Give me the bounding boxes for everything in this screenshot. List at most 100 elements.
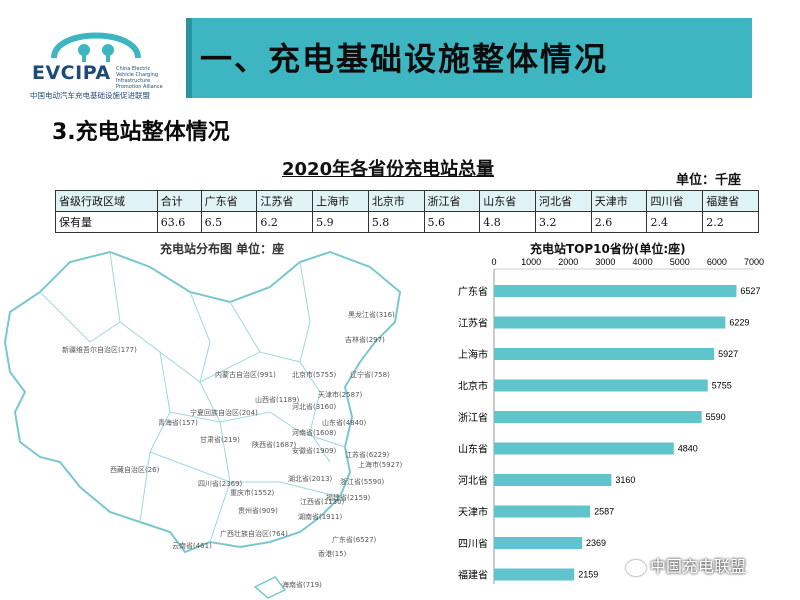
- table-cell: 保有量: [55, 211, 158, 233]
- bar: [494, 316, 726, 329]
- bar-value-label: 2159: [578, 570, 598, 580]
- bar: [494, 411, 702, 423]
- section-subtitle: 3.充电站整体情况: [52, 120, 230, 145]
- x-tick-label: 1000: [521, 257, 541, 267]
- map-province-label: 天津市(2587): [318, 391, 363, 399]
- category-label: 河北省: [458, 474, 488, 487]
- table-cell: 5.9: [312, 211, 369, 233]
- category-label: 天津市: [458, 506, 488, 519]
- map-province-label: 重庆市(1552): [230, 489, 275, 497]
- map-province-label: 湖北省(2013): [288, 475, 333, 483]
- table-cell: 5.6: [423, 211, 481, 233]
- map-province-label: 内蒙古自治区(991): [215, 371, 276, 379]
- table-cell: 6.2: [256, 211, 314, 233]
- table-header-cell: 四川省: [646, 190, 704, 212]
- table-cell: 5.8: [367, 211, 425, 233]
- table-header-cell: 天津市: [590, 190, 648, 212]
- map-province-label: 云南省(461): [172, 542, 212, 550]
- map-province-label: 河北省(3160): [292, 403, 337, 411]
- map-province-label: 广东省(6527): [332, 536, 377, 544]
- category-label: 北京市: [458, 380, 488, 393]
- map-province-label: 山东省(4840): [322, 419, 367, 427]
- map-province-label: 安徽省(1909): [292, 447, 337, 455]
- bar-value-label: 6229: [729, 318, 749, 328]
- bar-value-label: 4840: [678, 444, 698, 454]
- bar: [494, 348, 715, 360]
- table-header-cell: 浙江省: [423, 190, 481, 212]
- map-province-label: 广西壮族自治区(764): [220, 530, 288, 538]
- table-header-cell: 广东省: [200, 190, 258, 212]
- bar: [494, 474, 612, 486]
- map-province-label: 浙江省(5590): [340, 478, 385, 486]
- map-title: 充电站分布图 单位：座: [160, 242, 285, 256]
- x-tick-label: 3000: [595, 257, 615, 267]
- table-cell: 6.5: [200, 211, 258, 233]
- map-province-label: 甘肃省(219): [200, 436, 240, 444]
- table-header-row: 省级行政区域 合计 广东省 江苏省 上海市 北京市 浙江省 山东省 河北省 天津市 四川省 福建省: [55, 190, 759, 212]
- table-header-cell: 北京市: [367, 190, 425, 212]
- bar-value-label: 6527: [740, 286, 760, 296]
- map-province-label: 贵州省(909): [238, 507, 278, 515]
- table-header-cell: 河北省: [535, 190, 592, 212]
- bar-value-label: 5927: [718, 349, 738, 359]
- map-province-label: 湖南省(1911): [298, 513, 343, 521]
- page-title: 一、充电基础设施整体情况: [200, 40, 609, 78]
- map-province-label: 宁夏回族自治区(204): [190, 409, 258, 417]
- table-header-cell: 上海市: [312, 190, 369, 212]
- table-unit: 单位：千座: [676, 173, 742, 188]
- title-bar-accent: [186, 18, 192, 98]
- table-cell: 4.8: [479, 211, 537, 233]
- category-label: 山东省: [458, 443, 488, 456]
- table-header-cell: 福建省: [702, 190, 759, 212]
- map-province-label: 北京市(5755): [292, 371, 337, 379]
- table-cell: 63.6: [156, 211, 202, 233]
- x-tick-label: 4000: [633, 257, 653, 267]
- bar: [494, 285, 737, 297]
- category-label: 浙江省: [458, 411, 488, 424]
- logo-org-name: 中国电动汽车充电基础设施促进联盟: [30, 91, 150, 100]
- map-province-label: 辽宁省(758): [350, 371, 390, 379]
- x-tick-label: 5000: [670, 257, 690, 267]
- map-province-label: 四川省(2369): [198, 480, 243, 488]
- map-province-label: 西藏自治区(26): [110, 466, 160, 474]
- category-label: 福建省: [458, 569, 488, 582]
- table-cell: 2.6: [590, 211, 648, 233]
- section-title-bar: 一、充电基础设施整体情况: [186, 18, 752, 98]
- bar-value-label: 2369: [586, 538, 606, 548]
- bar: [494, 568, 575, 581]
- china-map: [3, 250, 402, 599]
- map-province-label: 香港(15): [318, 550, 347, 558]
- table-header-cell: 江苏省: [256, 190, 314, 212]
- x-tick-label: 0: [491, 257, 496, 267]
- x-tick-label: 6000: [707, 257, 727, 267]
- map-province-label: 青海省(157): [158, 419, 198, 427]
- watermark: 中国充电联盟: [626, 553, 746, 577]
- table-header-cell: 合计: [156, 190, 202, 212]
- logo-brand: EVCIPA: [32, 62, 111, 84]
- table-cell: 3.2: [535, 211, 592, 233]
- wechat-icon: [626, 559, 646, 576]
- table-cell: 2.4: [646, 211, 704, 233]
- evcipa-logo: EVCIPA China Electric Vehicle Charging I…: [30, 18, 170, 104]
- ev-plug-logo-icon: [51, 32, 141, 62]
- bar: [494, 379, 708, 392]
- bar-value-label: 3160: [615, 475, 635, 485]
- chart-title: 充电站TOP10省份(单位:座): [530, 242, 686, 256]
- map-province-label: 福建省(2159): [326, 494, 371, 502]
- map-province-label: 吉林省(297): [345, 336, 385, 344]
- map-province-label: 江苏省(6229): [345, 451, 390, 459]
- map-province-label: 陕西省(1687): [252, 441, 297, 449]
- table-title: 2020年各省份充电站总量: [282, 159, 495, 180]
- category-label: 广东省: [458, 285, 488, 298]
- table-header-cell: 山东省: [479, 190, 537, 212]
- province-summary-table: 省级行政区域 合计 广东省 江苏省 上海市 北京市 浙江省 山东省 河北省 天津市 四川省 福建省 保…: [55, 190, 759, 233]
- category-label: 江苏省: [458, 317, 488, 330]
- watermark-text: 中国充电联盟: [650, 557, 747, 576]
- table-cell: 2.2: [702, 211, 759, 233]
- top10-bar-chart: 0 1000 2000 3000 4000 5000 6000 7000 广东省 6527 江苏省 6…: [458, 257, 764, 584]
- map-province-label: 黑龙江省(316): [348, 311, 395, 319]
- bar: [494, 537, 582, 549]
- map-province-label: 河南省(1608): [292, 429, 337, 437]
- category-label: 四川省: [458, 537, 488, 550]
- logo-brand-sub: China Electric Vehicle Charging Infrastr…: [116, 66, 163, 90]
